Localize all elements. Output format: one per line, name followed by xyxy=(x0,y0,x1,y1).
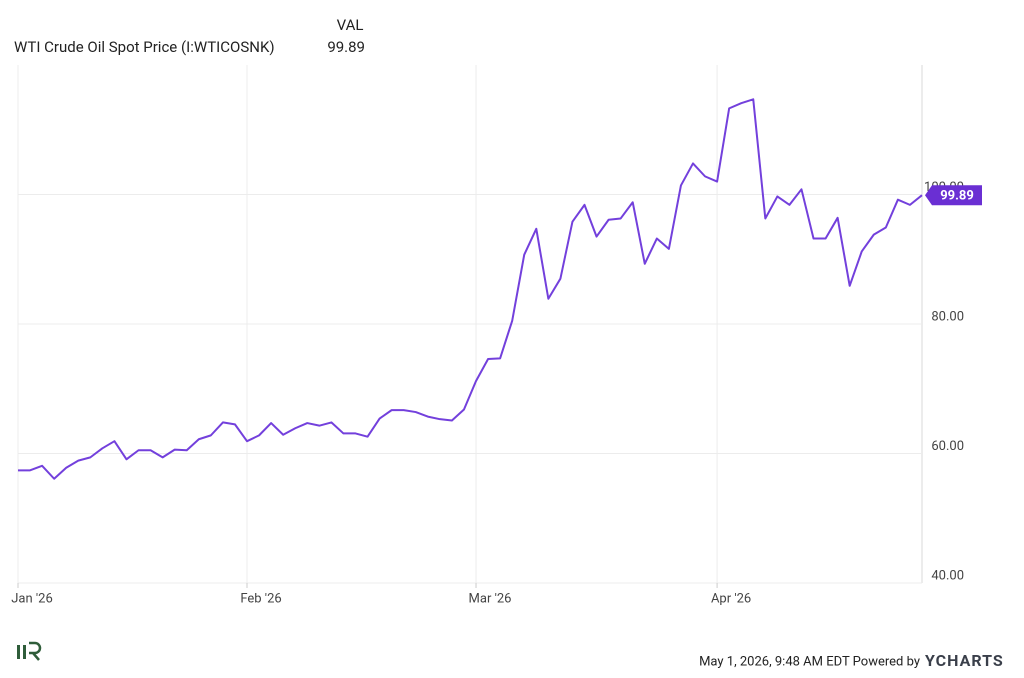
y-tick-label: 60.00 xyxy=(931,439,964,454)
legend-entry: WTI Crude Oil Spot Price (I:WTICOSNK) xyxy=(14,38,275,56)
x-tick-label: Apr '26 xyxy=(711,591,751,606)
logo-bar xyxy=(23,645,26,659)
value-flag-label: 99.89 xyxy=(940,189,974,204)
y-tick-label: 40.00 xyxy=(931,568,964,583)
brand: YCHARTS xyxy=(925,651,1004,670)
line-series xyxy=(18,98,923,480)
legend-value: 99.89 xyxy=(327,38,365,56)
x-tick-label: Feb '26 xyxy=(240,591,281,606)
x-tick-label: Mar '26 xyxy=(469,591,512,606)
logo xyxy=(17,641,42,661)
legend-header: VAL xyxy=(337,16,364,34)
x-tick-label: Jan '26 xyxy=(11,591,53,606)
logo-r xyxy=(29,641,42,661)
logo-bar xyxy=(17,645,20,659)
footer: May 1, 2026, 9:48 AM EDT Powered by xyxy=(699,654,920,669)
value-flag xyxy=(925,185,982,206)
y-tick-label: 80.00 xyxy=(931,309,964,324)
